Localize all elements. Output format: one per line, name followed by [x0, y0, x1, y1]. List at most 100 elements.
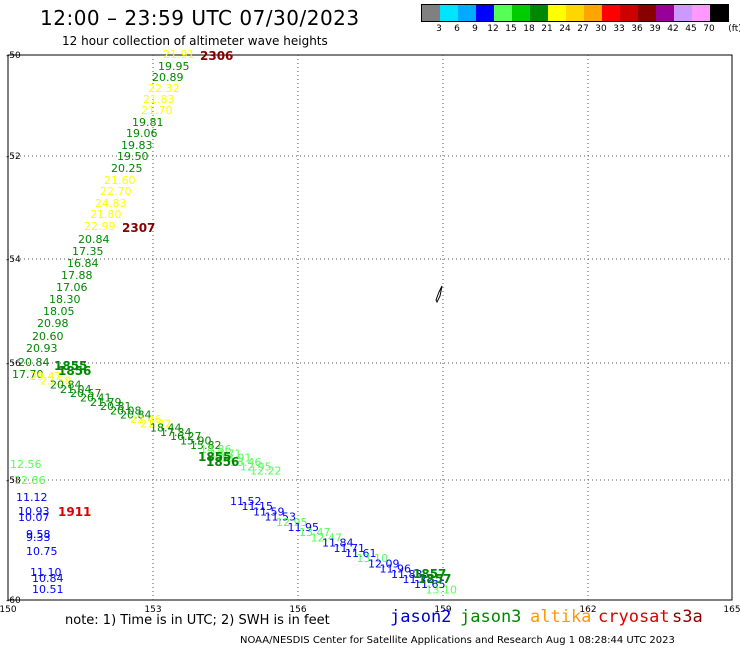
time-label: 1857: [413, 567, 446, 581]
swh-value: 13.10: [426, 583, 458, 596]
swh-value: 22.46: [130, 413, 162, 426]
swh-value: 11.12: [16, 491, 48, 504]
page-title: 12:00 – 23:59 UTC 07/30/2023: [40, 6, 360, 30]
swh-value: 16.27: [170, 430, 202, 443]
swh-value: 20.93: [26, 342, 58, 355]
swh-value: 20.84: [120, 409, 152, 422]
legend-color-bar: [421, 4, 729, 22]
lat-label: -60: [6, 596, 21, 606]
swh-value: 24.83: [95, 197, 127, 210]
time-label: 1911: [58, 505, 91, 519]
swh-value: 11.61: [345, 547, 377, 560]
legend-swatch: [566, 5, 584, 21]
swh-value: 10.51: [32, 583, 64, 596]
swh-value: 17.35: [72, 245, 104, 258]
land-outline: [435, 285, 443, 304]
swh-value: 10.07: [18, 511, 50, 524]
swh-value: 19.06: [126, 127, 158, 140]
legend-swatch: [440, 5, 458, 21]
swh-value: 9.58: [26, 528, 51, 541]
swh-value: 12.86: [14, 474, 46, 487]
swh-value: 19.83: [121, 139, 153, 152]
legend-label: 45: [685, 24, 697, 34]
swh-value: 17.70: [12, 368, 44, 381]
lat-label: -56: [6, 359, 21, 369]
legend-swatch: [548, 5, 566, 21]
legend-label: (ft): [728, 24, 740, 34]
swh-value: 18.30: [49, 293, 81, 306]
swh-value: 20.25: [111, 162, 143, 175]
legend-swatch: [458, 5, 476, 21]
swh-value: 12.09: [368, 557, 400, 570]
swh-value: 19.81: [132, 116, 164, 129]
lon-label: 153: [144, 605, 161, 615]
time-label: 1855: [54, 359, 87, 373]
lat-label: -54: [6, 255, 21, 265]
swh-value: 11.72: [403, 573, 435, 586]
swh-value: 12.95: [240, 460, 272, 473]
swh-value: 14.71: [210, 447, 242, 460]
lat-label: -50: [6, 51, 21, 61]
swh-value: 15.90: [180, 435, 212, 448]
swh-value: 13.46: [230, 456, 262, 469]
swh-value: 21.79: [90, 396, 122, 409]
swh-value: 17.88: [61, 269, 93, 282]
swh-value: 21.80: [90, 208, 122, 221]
satellite-name: altika: [530, 607, 592, 627]
map-frame: [7, 54, 733, 601]
time-label: 1857: [418, 572, 451, 586]
swh-value: 12.22: [250, 465, 282, 478]
swh-value: 21.60: [104, 174, 136, 187]
swh-value: 11.84: [322, 537, 354, 550]
swh-value: 12.56: [10, 458, 42, 471]
swh-value: 21.32: [140, 417, 172, 430]
swh-value: 13.47: [299, 526, 331, 539]
swh-value: 20.81: [100, 400, 132, 413]
lon-label: 156: [289, 605, 306, 615]
page-subtitle: 12 hour collection of altimeter wave hei…: [62, 34, 328, 48]
legend-swatch: [476, 5, 494, 21]
swh-value: 10.93: [18, 505, 50, 518]
legend-swatch: [584, 5, 602, 21]
lon-label: 159: [434, 605, 451, 615]
legend-swatch: [638, 5, 656, 21]
legend-label: 27: [577, 24, 589, 34]
swh-value: 10.84: [32, 572, 64, 585]
swh-value: 19.50: [117, 150, 149, 163]
swh-value: 11.71: [334, 542, 366, 555]
legend-label: 24: [559, 24, 571, 34]
legend-label: 39: [649, 24, 661, 34]
swh-value: 11.53: [265, 511, 297, 524]
legend-label: 3: [436, 24, 442, 34]
swh-value: 10.75: [26, 545, 58, 558]
swh-value: 9.33: [26, 531, 51, 544]
swh-value: 20.84: [18, 356, 50, 369]
time-label: 1856: [58, 364, 91, 378]
swh-value: 13.91: [220, 452, 252, 465]
swh-value: 12.95: [276, 516, 308, 529]
legend-swatch: [674, 5, 692, 21]
legend-label: 6: [454, 24, 460, 34]
swh-value: 20.08: [110, 404, 142, 417]
swh-value: 29.47: [30, 370, 62, 383]
swh-value: 11.59: [253, 505, 285, 518]
legend-label: 18: [523, 24, 535, 34]
swh-value: 20.84: [78, 233, 110, 246]
time-label: 2307: [122, 221, 155, 235]
legend-label: 30: [595, 24, 607, 34]
credit-text: NOAA/NESDIS Center for Satellite Applica…: [240, 635, 675, 646]
legend-label: 15: [505, 24, 517, 34]
time-label: 1855: [198, 450, 231, 464]
legend-swatch: [530, 5, 548, 21]
note-text: note: 1) Time is in UTC; 2) SWH is in fe…: [65, 613, 330, 628]
legend-swatch: [692, 5, 710, 21]
swh-value: 21.83: [143, 93, 175, 106]
legend-swatch: [710, 5, 728, 21]
lat-label: -52: [6, 152, 21, 162]
swh-value: 18.44: [150, 422, 182, 435]
swh-value: 13.10: [357, 552, 389, 565]
legend-swatch: [656, 5, 674, 21]
swh-value: 12.47: [311, 531, 343, 544]
satellite-name: cryosat: [598, 607, 670, 627]
swh-value: 11.96: [380, 563, 412, 576]
